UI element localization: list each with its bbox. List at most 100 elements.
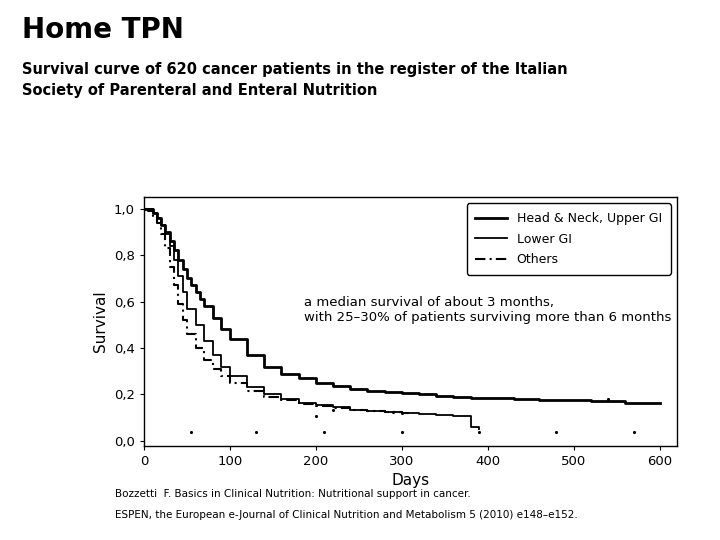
Head & Neck, Upper GI (397, 390, 406, 396)
Lower GI (432, 412, 441, 418)
Lower GI (140, 205, 148, 212)
Others (217, 373, 225, 379)
Text: Bozzetti  F. Basics in Clinical Nutrition: Nutritional support in cancer.: Bozzetti F. Basics in Clinical Nutrition… (115, 489, 471, 499)
Others (380, 409, 389, 415)
Head & Neck, Upper GI (277, 370, 286, 377)
Head & Neck, Upper GI (217, 326, 225, 333)
Lower GI (397, 410, 406, 416)
Lower GI (380, 409, 389, 415)
Others (406, 410, 415, 416)
Others (148, 212, 157, 219)
Lower GI (161, 231, 170, 238)
Head & Neck, Upper GI (179, 266, 187, 272)
Lower GI (474, 426, 483, 433)
Head & Neck, Upper GI (380, 389, 389, 395)
Others (144, 208, 153, 214)
Others (346, 406, 354, 413)
Lower GI (170, 256, 179, 263)
Head & Neck, Upper GI (329, 383, 338, 389)
Lower GI (260, 391, 269, 397)
Others (179, 317, 187, 323)
Others (260, 394, 269, 400)
Head & Neck, Upper GI (174, 256, 183, 263)
Text: ESPEN, the European e-Journal of Clinical Nutrition and Metabolism 5 (2010) e148: ESPEN, the European e-Journal of Clinica… (115, 510, 578, 521)
Lower GI (467, 424, 475, 430)
X-axis label: Days: Days (392, 473, 429, 488)
Lower GI (183, 305, 192, 312)
Lower GI (346, 406, 354, 413)
Lower GI (217, 363, 225, 370)
Lower GI (225, 373, 234, 379)
Lower GI (449, 413, 458, 420)
Others (200, 356, 209, 363)
Head & Neck, Upper GI (587, 398, 595, 404)
Others (174, 301, 183, 307)
Others (312, 403, 320, 409)
Lower GI (148, 210, 157, 217)
Lower GI (312, 402, 320, 408)
Head & Neck, Upper GI (346, 386, 354, 392)
Head & Neck, Upper GI (192, 289, 200, 295)
Others (153, 219, 161, 226)
Head & Neck, Upper GI (655, 399, 664, 406)
Others (277, 397, 286, 403)
Head & Neck, Upper GI (161, 228, 170, 235)
Others (397, 410, 406, 416)
Head & Neck, Upper GI (183, 275, 192, 281)
Others (363, 408, 372, 414)
Head & Neck, Upper GI (166, 238, 174, 245)
Head & Neck, Upper GI (148, 210, 157, 217)
Head & Neck, Upper GI (535, 397, 544, 403)
Line: Lower GI: Lower GI (144, 208, 479, 429)
Others (329, 405, 338, 411)
Head & Neck, Upper GI (140, 205, 148, 212)
Others (140, 205, 148, 212)
Head & Neck, Upper GI (260, 363, 269, 370)
Text: Home TPN: Home TPN (22, 16, 184, 44)
Head & Neck, Upper GI (467, 395, 475, 401)
Lower GI (277, 396, 286, 402)
Head & Neck, Upper GI (200, 303, 209, 309)
Head & Neck, Upper GI (196, 296, 204, 302)
Lower GI (200, 338, 209, 345)
Head & Neck, Upper GI (170, 247, 179, 254)
Lower GI (329, 404, 338, 410)
Line: Head & Neck, Upper GI: Head & Neck, Upper GI (144, 208, 660, 402)
Lower GI (166, 242, 174, 249)
Lower GI (243, 384, 251, 391)
Lower GI (153, 215, 161, 221)
Lower GI (415, 411, 423, 417)
Head & Neck, Upper GI (144, 205, 153, 212)
Head & Neck, Upper GI (621, 399, 629, 406)
Head & Neck, Upper GI (561, 397, 570, 403)
Lower GI (192, 321, 200, 328)
Head & Neck, Upper GI (432, 393, 441, 399)
Head & Neck, Upper GI (483, 395, 492, 401)
Head & Neck, Upper GI (363, 388, 372, 394)
Lower GI (174, 273, 183, 279)
Text: Survival curve of 620 cancer patients in the register of the Italian
Society of : Survival curve of 620 cancer patients in… (22, 62, 567, 98)
Head & Neck, Upper GI (225, 335, 234, 342)
Legend: Head & Neck, Upper GI, Lower GI, Others: Head & Neck, Upper GI, Lower GI, Others (467, 204, 670, 275)
Others (170, 282, 179, 288)
Others (225, 380, 234, 386)
Lower GI (363, 408, 372, 414)
Head & Neck, Upper GI (208, 315, 217, 321)
Head & Neck, Upper GI (157, 222, 166, 228)
Lower GI (294, 399, 303, 406)
Others (192, 345, 200, 351)
Others (294, 401, 303, 407)
Others (166, 264, 174, 270)
Others (157, 231, 166, 238)
Others (161, 245, 170, 252)
Lower GI (208, 352, 217, 358)
Head & Neck, Upper GI (415, 391, 423, 397)
Head & Neck, Upper GI (312, 380, 320, 386)
Others (183, 331, 192, 338)
Head & Neck, Upper GI (294, 375, 303, 381)
Text: a median survival of about 3 months,
with 25–30% of patients surviving more than: a median survival of about 3 months, wit… (304, 296, 671, 325)
Head & Neck, Upper GI (449, 394, 458, 400)
Head & Neck, Upper GI (153, 215, 161, 221)
Y-axis label: Survival: Survival (94, 291, 109, 352)
Others (243, 388, 251, 394)
